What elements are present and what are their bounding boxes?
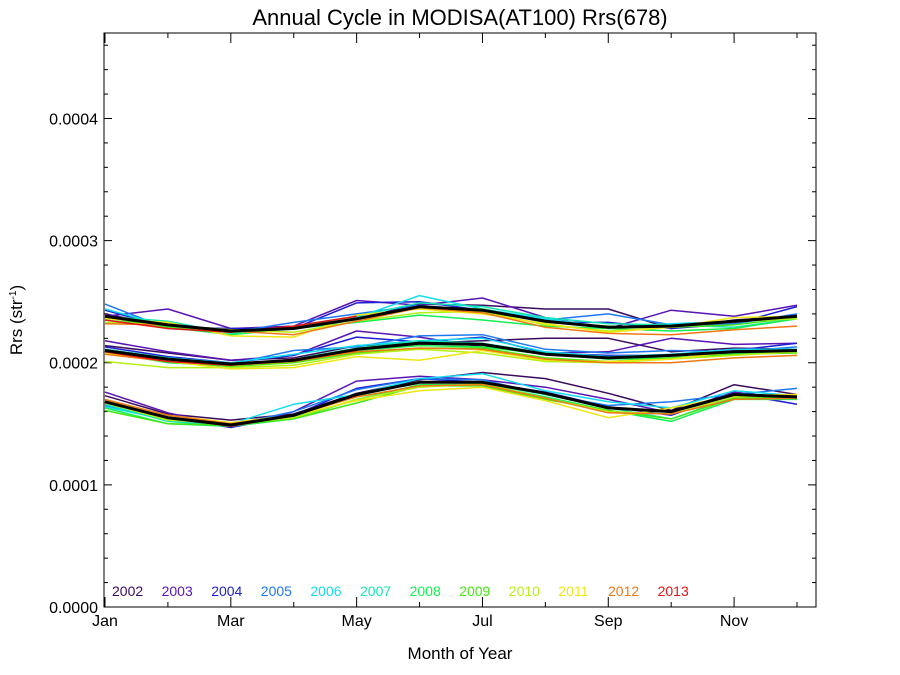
y-tick-label: 0.0001 [49, 478, 98, 495]
legend: 2002 2003 2004 2005 2006 2007 2008 2009 2010 2011… [112, 583, 689, 599]
series-line-2011-middle [104, 349, 798, 370]
legend-entry-2013: 2013 [658, 583, 689, 599]
x-axis-label: Month of Year [408, 644, 513, 663]
legend-entry-2009: 2009 [459, 583, 490, 599]
legend-entry-2005: 2005 [261, 583, 292, 599]
legend-entry-2010: 2010 [509, 583, 540, 599]
legend-entry-2008: 2008 [410, 583, 441, 599]
legend-entry-2006: 2006 [310, 583, 341, 599]
legend-entry-2011: 2011 [558, 583, 588, 599]
legend-entry-2002: 2002 [112, 583, 143, 599]
x-tick-label: Nov [720, 613, 748, 630]
x-tick-label: May [342, 613, 372, 630]
y-tick-label: 0.0003 [49, 234, 98, 251]
y-tick-label: 0.0002 [49, 356, 98, 373]
mean-line-middle [104, 341, 798, 366]
mean-line-upper [104, 305, 798, 333]
series-lines [104, 294, 798, 429]
y-tick-label: 0.0004 [49, 111, 98, 128]
y-axis: 0.0000 0.0001 0.0002 0.0003 0.0004 [49, 44, 816, 617]
mean-line-lower [104, 380, 798, 427]
legend-entry-2012: 2012 [608, 583, 639, 599]
y-axis-label-main: Rrs (str [7, 299, 26, 355]
legend-entry-2007: 2007 [360, 583, 391, 599]
legend-entry-2003: 2003 [162, 583, 193, 599]
y-axis-label: Rrs (str-1) [7, 285, 26, 355]
x-axis: Jan Mar May Jul Sep Nov [92, 33, 798, 630]
x-tick-label: Jan [92, 613, 118, 630]
x-tick-label: Mar [217, 613, 245, 630]
plot-border [103, 32, 817, 608]
x-tick-label: Jul [472, 613, 492, 630]
y-tick-label: 0.0000 [49, 600, 98, 617]
chart-title: Annual Cycle in MODISA(AT100) Rrs(678) [252, 5, 667, 30]
y-axis-label-superscript: -1 [8, 290, 19, 299]
x-tick-label: Sep [594, 613, 623, 630]
series-line-2011-lower [104, 386, 798, 424]
legend-entry-2004: 2004 [211, 583, 242, 599]
plot-frame [103, 32, 817, 608]
y-axis-label-close: ) [7, 285, 26, 291]
